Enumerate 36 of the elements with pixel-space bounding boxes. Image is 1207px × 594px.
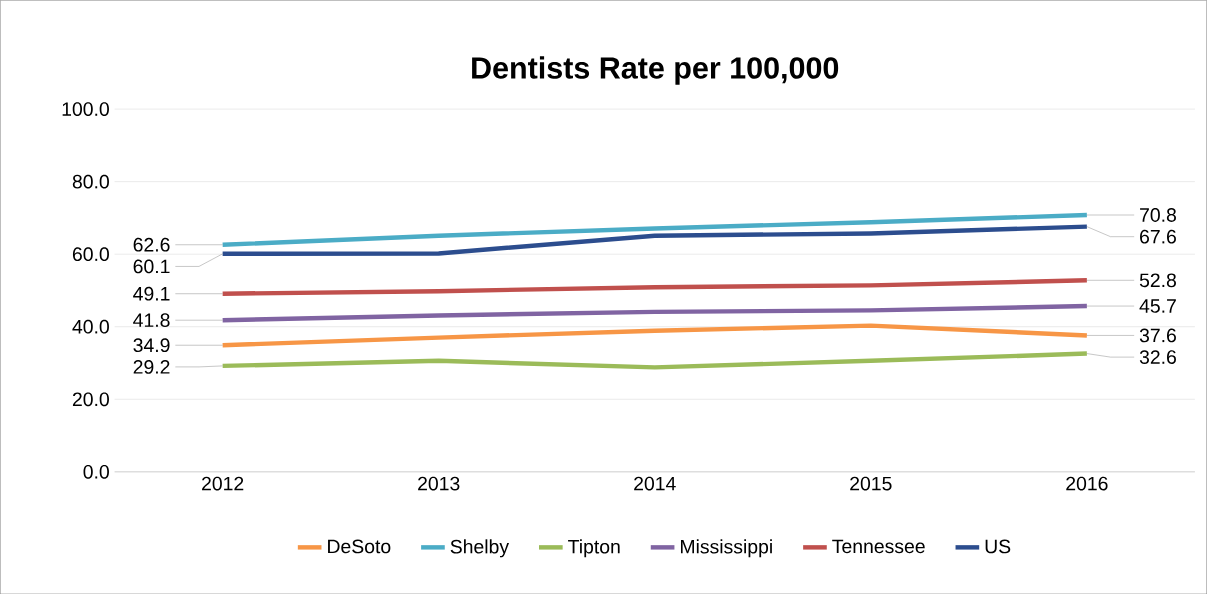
data-label: 29.2 (133, 359, 170, 374)
line-series (220, 277, 1090, 296)
data-label: 32.6 (1139, 350, 1176, 364)
data-label: 52.8 (1139, 273, 1176, 288)
chart-title: Dentists Rate per 100,000 (472, 56, 839, 85)
y-tick-label: 60.0 (72, 247, 109, 261)
x-tick-label: 2015 (850, 476, 892, 491)
x-tick-label: 2014 (634, 476, 676, 491)
legend-label: Tennessee (832, 539, 925, 554)
legend-label: Shelby (450, 539, 510, 558)
line-series (220, 212, 1090, 247)
y-tick-label: 0.0 (83, 464, 109, 479)
legend-label: US (985, 539, 1011, 554)
x-tick-label: 2012 (202, 476, 244, 491)
data-label: 34.9 (133, 338, 170, 352)
data-label: 45.7 (1139, 299, 1176, 313)
x-tick-label: 2016 (1066, 476, 1108, 491)
data-label: 67.6 (1140, 229, 1176, 244)
data-label: 41.8 (133, 313, 170, 327)
legend-label: Mississippi (681, 539, 772, 558)
y-tick-label: 80.0 (72, 174, 109, 189)
data-label: 60.1 (133, 259, 170, 274)
legend-label: DeSoto (328, 539, 391, 554)
data-label: 70.8 (1140, 207, 1176, 222)
legend-label: Tipton (568, 539, 620, 558)
data-label: 62.6 (133, 237, 170, 252)
data-label: 37.6 (1139, 328, 1176, 343)
y-tick-label: 20.0 (72, 392, 109, 406)
data-label: 49.1 (133, 286, 170, 301)
y-tick-label: 100.0 (62, 102, 109, 116)
y-tick-label: 40.0 (72, 319, 109, 334)
line-series (220, 351, 1090, 370)
line-series (220, 224, 1090, 256)
line-series (220, 323, 1090, 348)
line-series (220, 303, 1090, 323)
x-tick-label: 2013 (418, 476, 460, 491)
